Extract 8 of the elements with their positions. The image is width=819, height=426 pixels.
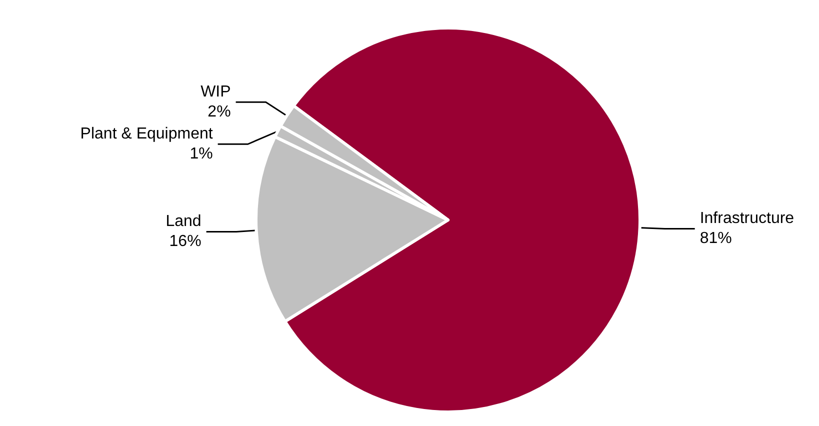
- slice-label: Land: [166, 213, 202, 230]
- slice-label: Plant & Equipment: [80, 126, 214, 143]
- slice-label: Infrastructure: [700, 210, 794, 228]
- data-label: 2%: [208, 104, 231, 121]
- data-label: 1%: [190, 146, 213, 163]
- data-label: 81%: [700, 230, 732, 248]
- slice-label: WIP: [200, 84, 231, 101]
- data-label: 16%: [169, 233, 202, 250]
